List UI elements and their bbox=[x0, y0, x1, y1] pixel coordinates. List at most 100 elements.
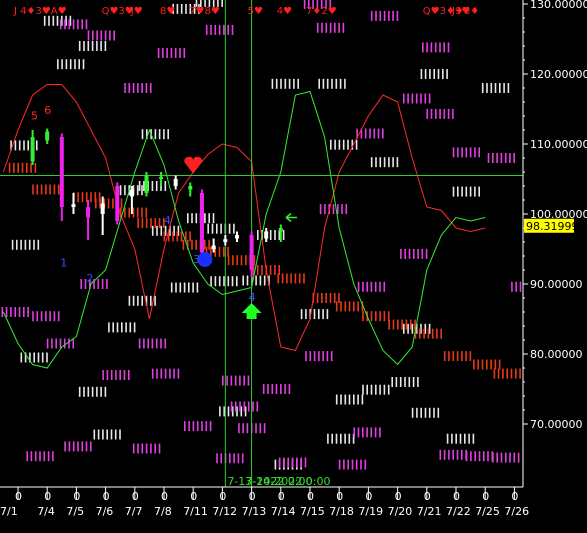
candle bbox=[100, 196, 105, 235]
hash-stripe bbox=[184, 421, 186, 432]
hash-stripe bbox=[98, 192, 101, 203]
crosshair-cursor[interactable]: 7-13-2022 0:007-14-2022 0:00 bbox=[0, 0, 523, 488]
hash-stripe bbox=[205, 24, 208, 35]
hash-stripe bbox=[340, 394, 342, 405]
hash-stripe bbox=[509, 452, 511, 463]
hash-stripe bbox=[505, 452, 507, 463]
hash-stripe bbox=[271, 384, 274, 394]
price-tick-label: 100.00000 bbox=[530, 208, 587, 221]
price-tick-label: 70.00000 bbox=[530, 418, 583, 431]
hash-stripe bbox=[218, 24, 221, 35]
hash-stripe bbox=[85, 441, 88, 452]
hash-stripe bbox=[158, 129, 161, 140]
hash-stripe bbox=[494, 83, 497, 93]
hash-stripe bbox=[321, 22, 323, 33]
hash-stripe bbox=[246, 423, 249, 434]
hash-stripe bbox=[425, 248, 428, 259]
hash-stripe bbox=[465, 147, 468, 158]
hash-stripe bbox=[340, 301, 342, 312]
hash-stripe bbox=[343, 459, 345, 470]
candle bbox=[264, 228, 269, 242]
hash-stripe bbox=[90, 441, 92, 452]
hash-stripe bbox=[124, 83, 126, 93]
hash-stripe bbox=[93, 429, 96, 440]
time-tick-top-label: 0 bbox=[219, 490, 226, 503]
hash-stripe bbox=[360, 128, 363, 139]
hash-stripe bbox=[63, 338, 66, 349]
hash-block bbox=[262, 384, 291, 394]
hash-block bbox=[195, 0, 223, 7]
hash-stripe bbox=[220, 453, 222, 464]
hash-stripe bbox=[229, 453, 231, 464]
hash-stripe bbox=[227, 255, 230, 266]
hash-stripe bbox=[150, 443, 152, 454]
hash-stripe bbox=[282, 230, 285, 240]
hash-stripe bbox=[212, 0, 215, 7]
hash-stripe bbox=[487, 451, 489, 462]
hash-block bbox=[184, 421, 212, 432]
hash-stripe bbox=[167, 231, 170, 242]
hash-stripe bbox=[455, 433, 457, 444]
hash-stripe bbox=[428, 93, 431, 104]
hash-stripe bbox=[149, 83, 152, 93]
time-tick-label: 7/11 bbox=[183, 505, 208, 518]
candle-body bbox=[86, 207, 91, 218]
hash-stripe bbox=[52, 451, 54, 462]
hash-block bbox=[210, 276, 238, 287]
hash-stripe bbox=[329, 0, 332, 9]
hash-stripe bbox=[160, 338, 162, 349]
hash-stripe bbox=[234, 375, 237, 386]
hash-stripe bbox=[404, 377, 406, 387]
hash-stripe bbox=[186, 239, 189, 250]
hash-stripe bbox=[375, 384, 377, 395]
hash-stripe bbox=[92, 30, 94, 41]
hash-stripe bbox=[246, 275, 249, 286]
hash-stripe bbox=[240, 255, 243, 266]
hash-stripe bbox=[370, 281, 373, 292]
hash-stripe bbox=[242, 423, 244, 434]
hash-stripe bbox=[366, 427, 368, 438]
hash-stripe bbox=[138, 338, 141, 349]
hash-stripe bbox=[437, 407, 440, 418]
hash-stripe bbox=[218, 276, 221, 287]
hash-stripe bbox=[204, 213, 206, 224]
hash-stripe bbox=[465, 351, 467, 362]
hash-stripe bbox=[78, 59, 80, 70]
hash-stripe bbox=[57, 311, 60, 322]
hash-block bbox=[102, 370, 130, 380]
hash-stripe bbox=[446, 69, 448, 79]
hash-stripe bbox=[504, 153, 507, 163]
hash-block bbox=[271, 78, 299, 89]
time-tick-label: 7/19 bbox=[358, 505, 383, 518]
hash-stripe bbox=[326, 78, 329, 89]
hash-stripe bbox=[244, 406, 247, 417]
hash-block bbox=[132, 443, 161, 454]
hash-stripe bbox=[49, 184, 51, 195]
hash-stripe bbox=[493, 368, 496, 379]
time-tick-top-label: 0 bbox=[161, 490, 168, 503]
hash-stripe bbox=[16, 239, 18, 250]
hash-stripe bbox=[324, 204, 326, 215]
hash-stripe bbox=[332, 204, 335, 215]
hash-stripe bbox=[278, 457, 281, 468]
hash-stripe bbox=[11, 239, 14, 250]
hash-stripe bbox=[163, 218, 165, 229]
hash-block bbox=[151, 368, 180, 379]
hash-stripe bbox=[173, 368, 175, 379]
hash-stripe bbox=[45, 311, 47, 322]
hash-stripe bbox=[115, 370, 117, 380]
hash-stripe bbox=[351, 459, 354, 470]
hash-stripe bbox=[179, 282, 182, 293]
hash-blocks-layer bbox=[1, 0, 522, 470]
hash-stripe bbox=[280, 384, 282, 394]
hash-stripe bbox=[227, 276, 230, 287]
hash-stripe bbox=[263, 275, 266, 286]
candle bbox=[211, 238, 216, 253]
hash-stripe bbox=[196, 282, 199, 293]
candle bbox=[278, 224, 283, 242]
candle bbox=[144, 172, 149, 197]
hash-stripe bbox=[147, 338, 149, 349]
hash-stripe bbox=[275, 78, 278, 89]
hash-stripe bbox=[408, 248, 411, 259]
